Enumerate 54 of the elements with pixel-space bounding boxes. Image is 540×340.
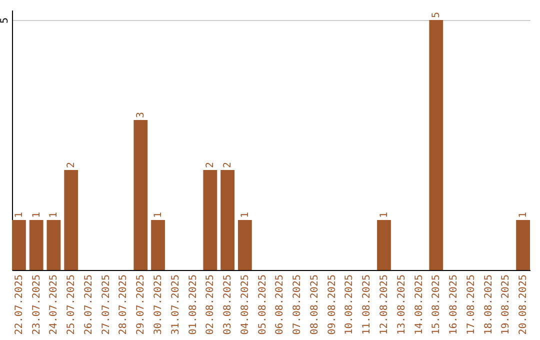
data-label: 2 [222, 162, 234, 168]
x-tick-label: 17.08.2025 [466, 274, 477, 335]
x-tick-label: 01.08.2025 [188, 274, 199, 335]
data-label: 1 [518, 212, 530, 218]
x-tick-label: 27.07.2025 [100, 274, 112, 335]
data-label: 2 [66, 162, 78, 168]
data-label: 1 [14, 212, 25, 218]
data-label: 1 [153, 212, 164, 218]
data-label: 1 [48, 212, 60, 218]
data-label: 1 [31, 212, 42, 218]
x-tick-label: 12.08.2025 [378, 274, 390, 335]
x-tick-label: 07.08.2025 [292, 274, 304, 335]
x-tick-label: 09.08.2025 [326, 274, 338, 335]
x-tick-label: 28.07.2025 [118, 274, 130, 335]
x-tick-label: 26.07.2025 [83, 274, 94, 335]
x-tick-label: 24.07.2025 [48, 274, 60, 335]
x-tick-label: 13.08.2025 [396, 274, 408, 335]
x-tick-label: 29.07.2025 [136, 274, 147, 335]
x-tick-label: 11.08.2025 [362, 274, 373, 335]
data-label: 1 [240, 212, 251, 218]
bar [429, 20, 444, 270]
data-label: 3 [136, 112, 147, 118]
data-label: 2 [205, 162, 216, 168]
x-tick-label: 04.08.2025 [240, 274, 251, 335]
x-tick-label: 08.08.2025 [309, 274, 320, 335]
x-tick-label: 30.07.2025 [153, 274, 164, 335]
bar [377, 220, 391, 270]
x-tick-label: 10.08.2025 [344, 274, 356, 335]
bar [134, 120, 148, 270]
data-label: 1 [378, 212, 390, 218]
x-tick-label: 19.08.2025 [500, 274, 512, 335]
x-tick-label: 16.08.2025 [448, 274, 460, 335]
x-tick-label: 05.08.2025 [257, 274, 268, 335]
x-tick-label: 15.08.2025 [431, 274, 442, 335]
bar [238, 220, 252, 270]
x-tick-label: 23.07.2025 [31, 274, 42, 335]
x-tick-label: 06.08.2025 [274, 274, 286, 335]
x-tick-label: 03.08.2025 [222, 274, 234, 335]
x-tick-label: 18.08.2025 [483, 274, 494, 335]
bar [220, 170, 234, 270]
bar [29, 220, 44, 270]
x-tick-label: 02.08.2025 [205, 274, 216, 335]
bar [12, 220, 26, 270]
bar [151, 220, 165, 270]
bar [64, 170, 78, 270]
x-tick-label: 20.08.2025 [518, 274, 530, 335]
bar [46, 220, 61, 270]
x-tick-label: 31.07.2025 [170, 274, 182, 335]
x-tick-label: 22.07.2025 [14, 274, 25, 335]
x-tick-label: 14.08.2025 [414, 274, 425, 335]
bar [516, 220, 530, 270]
x-tick-label: 25.07.2025 [66, 274, 78, 335]
bar [203, 170, 218, 270]
data-label: 5 [431, 12, 442, 18]
